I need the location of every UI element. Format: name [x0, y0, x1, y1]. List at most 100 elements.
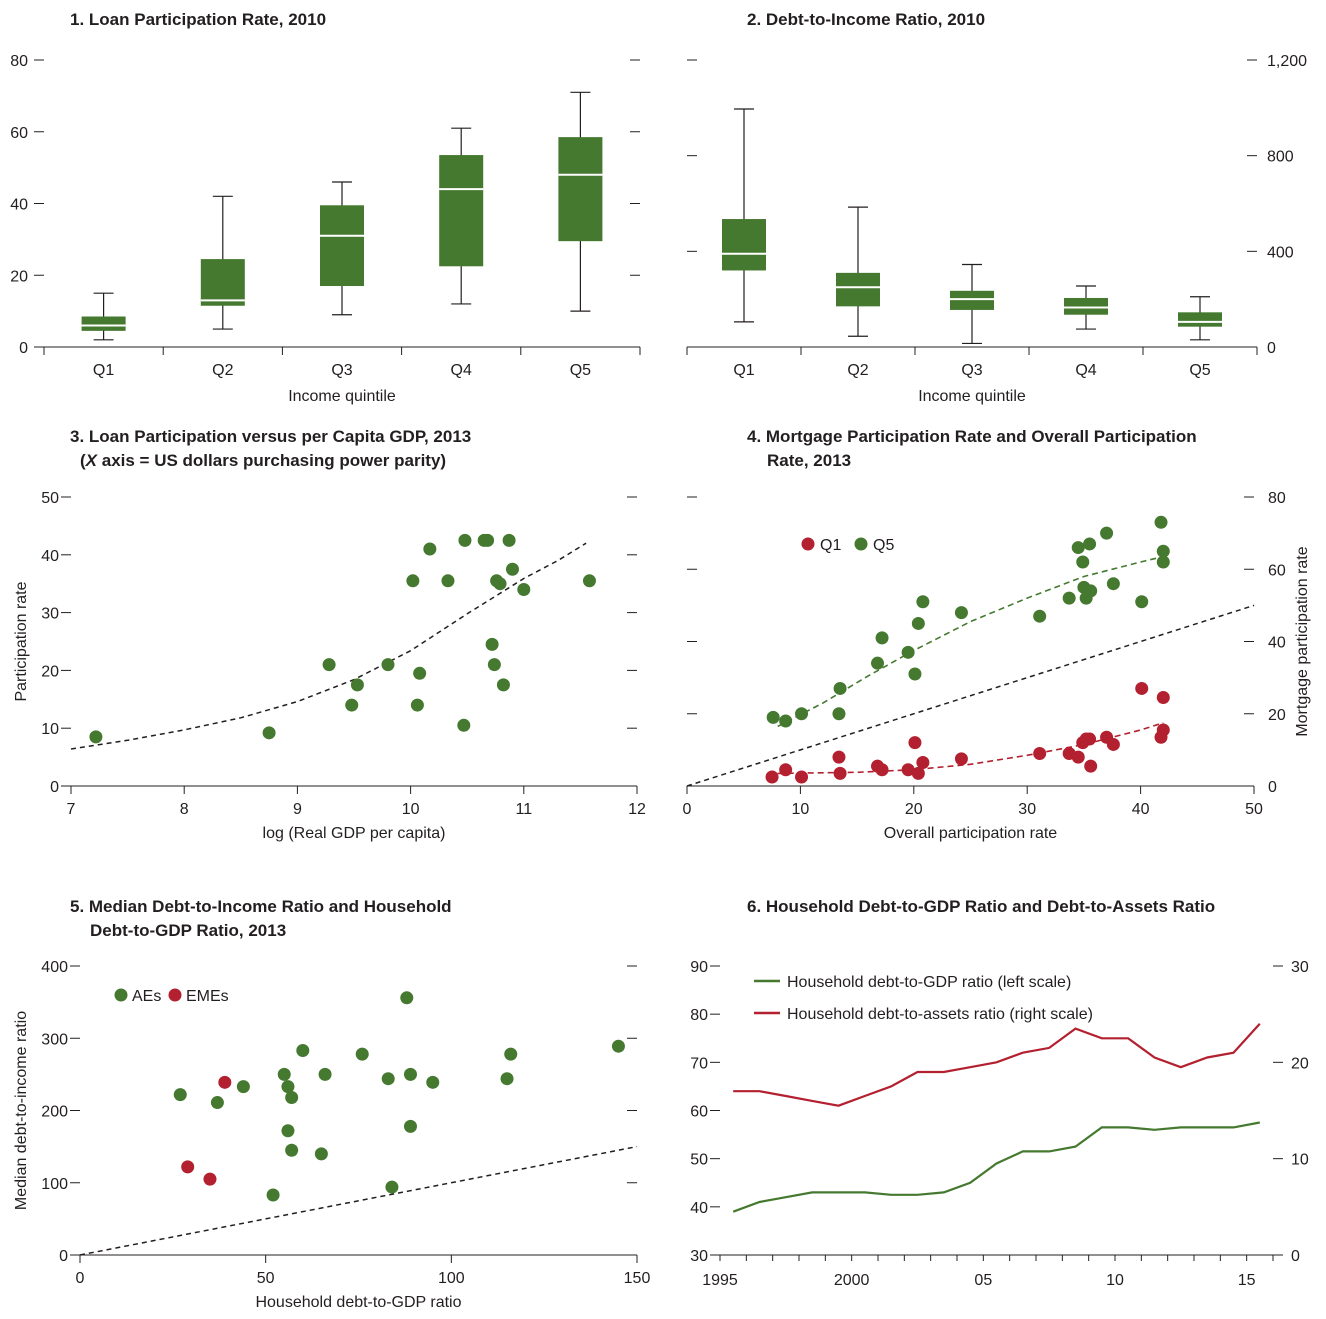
data-point — [505, 562, 519, 576]
data-point — [916, 595, 930, 609]
data-point — [318, 1067, 332, 1081]
data-point — [281, 1124, 295, 1138]
y-tick-label: 200 — [41, 1104, 68, 1121]
y-tick-label-right: 80 — [1268, 490, 1286, 507]
data-point — [441, 574, 455, 588]
data-point — [908, 667, 922, 681]
x-tick-label: 40 — [1132, 801, 1150, 818]
data-point — [262, 726, 276, 740]
x-tick-label: 1995 — [702, 1272, 738, 1289]
data-point — [481, 533, 495, 547]
data-point — [385, 1180, 399, 1194]
panel-p1: 1. Loan Participation Rate, 2010 0 20 40 60 8… — [10, 10, 641, 405]
box — [320, 205, 364, 287]
y-tick-label: 20 — [41, 663, 59, 680]
data-point — [1083, 537, 1097, 551]
data-point — [1106, 737, 1120, 751]
data-point — [1076, 555, 1090, 569]
data-point — [582, 574, 596, 588]
category-label: Q3 — [961, 362, 982, 379]
x-tick-label: 150 — [624, 1270, 651, 1287]
legend: Q1 Q5 — [801, 537, 894, 554]
y-tick-label: 0 — [50, 779, 59, 796]
y-tick-label: 0 — [19, 340, 28, 357]
data-point — [911, 766, 925, 780]
data-point — [114, 988, 128, 1002]
reference-line — [79, 1145, 638, 1256]
data-point — [901, 763, 915, 777]
data-point — [173, 1088, 187, 1102]
y-tick-label-left: 80 — [690, 1007, 708, 1024]
data-point — [168, 988, 182, 1002]
chart-title: 2. Debt-to-Income Ratio, 2010 — [747, 10, 985, 29]
data-point — [403, 1119, 417, 1133]
data-point — [854, 537, 868, 551]
data-point — [496, 678, 510, 692]
data-point — [779, 763, 793, 777]
y-tick-label-right: 40 — [1268, 635, 1286, 652]
data-point — [911, 616, 925, 630]
data-point — [487, 658, 501, 672]
data-point — [203, 1172, 217, 1186]
y-tick-label-left: 60 — [690, 1104, 708, 1121]
legend-label: EMEs — [186, 988, 229, 1005]
data-point — [1135, 595, 1149, 609]
y-tick-label-right: 20 — [1291, 1055, 1309, 1072]
y-axis-label: Median debt-to-income ratio — [13, 1011, 30, 1210]
y-tick-label-right: 800 — [1267, 149, 1294, 166]
x-tick-label: 15 — [1238, 1272, 1256, 1289]
y-tick-label-right: 10 — [1291, 1152, 1309, 1169]
y-tick-label: 400 — [41, 959, 68, 976]
data-point — [381, 1072, 395, 1086]
data-point — [423, 542, 437, 556]
data-point — [502, 533, 516, 547]
y-tick-label-left: 90 — [690, 959, 708, 976]
category-label: Q3 — [331, 362, 352, 379]
data-point — [403, 1067, 417, 1081]
data-point — [277, 1067, 291, 1081]
data-point — [458, 533, 472, 547]
data-point — [89, 730, 103, 744]
trend-line-q1 — [777, 722, 1164, 775]
y-axis-label: Participation rate — [13, 581, 30, 701]
box — [439, 155, 484, 267]
data-point — [779, 714, 793, 728]
y-tick-label: 30 — [41, 606, 59, 623]
data-point — [1135, 681, 1149, 695]
legend-label: AEs — [132, 988, 161, 1005]
data-point — [1106, 577, 1120, 591]
y-tick-label: 10 — [41, 721, 59, 738]
data-point — [381, 658, 395, 672]
data-point — [493, 577, 507, 591]
data-point — [314, 1147, 328, 1161]
y-tick-label-left: 30 — [690, 1248, 708, 1265]
chart-title: 3. Loan Participation versus per Capita … — [70, 427, 471, 446]
legend-label: Q1 — [820, 537, 841, 554]
x-tick-label: 50 — [257, 1270, 275, 1287]
legend-label: Household debt-to-assets ratio (right sc… — [787, 1006, 1093, 1023]
x-axis-label: log (Real GDP per capita) — [263, 825, 446, 842]
panel-p2: 2. Debt-to-Income Ratio, 2010 0 400 800 1,20… — [686, 10, 1307, 405]
data-point — [908, 736, 922, 750]
data-point — [833, 681, 847, 695]
y-tick-label-right: 30 — [1291, 959, 1309, 976]
data-point — [236, 1080, 250, 1094]
data-point — [1084, 759, 1098, 773]
box — [722, 219, 766, 271]
y-tick-label-right: 1,200 — [1267, 53, 1307, 70]
data-point — [350, 678, 364, 692]
data-point — [875, 631, 889, 645]
data-point — [1062, 591, 1076, 605]
y-tick-label: 20 — [10, 268, 28, 285]
subtitle-prefix: ( — [80, 451, 86, 470]
box — [1064, 297, 1108, 315]
data-point — [832, 750, 846, 764]
data-point — [281, 1080, 295, 1094]
y-tick-label-right: 0 — [1268, 779, 1277, 796]
legend: AEs EMEs — [114, 988, 229, 1005]
x-tick-label: 9 — [293, 801, 302, 818]
data-point — [1156, 690, 1170, 704]
category-label: Q4 — [1075, 362, 1096, 379]
chart-title: 1. Loan Participation Rate, 2010 — [70, 10, 326, 29]
x-axis-label: Income quintile — [288, 388, 396, 405]
